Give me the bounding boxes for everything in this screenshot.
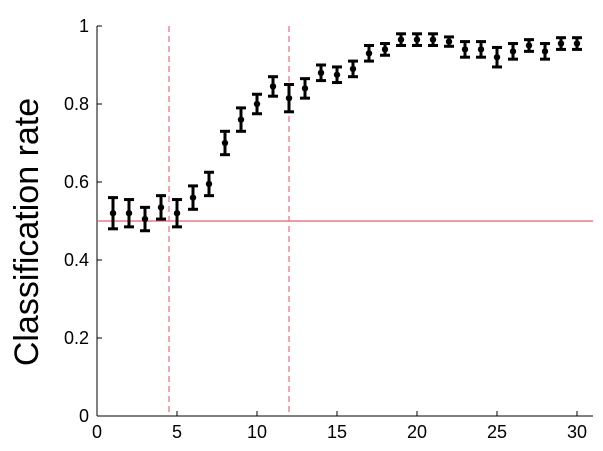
data-point <box>252 92 262 116</box>
data-point <box>236 106 246 133</box>
x-tick-label: 5 <box>172 422 182 442</box>
data-point <box>268 75 278 98</box>
point-marker <box>493 54 501 61</box>
y-tick-label: 0.4 <box>64 250 89 270</box>
data-point <box>572 36 582 51</box>
data-point <box>412 32 422 47</box>
data-point <box>556 36 566 51</box>
point-marker <box>157 204 165 211</box>
data-point <box>332 65 342 85</box>
point-marker <box>269 83 277 90</box>
x-tick-label: 15 <box>327 422 347 442</box>
data-point <box>460 40 470 59</box>
data-point <box>316 63 326 83</box>
point-marker <box>189 194 197 201</box>
point-marker <box>429 36 437 43</box>
data-point <box>444 35 454 48</box>
point-marker <box>109 210 117 217</box>
data-point <box>348 59 358 79</box>
y-tick-label: 0 <box>79 406 89 426</box>
point-marker <box>413 36 421 43</box>
data-point <box>508 42 518 61</box>
y-tick-label: 0.8 <box>64 94 89 114</box>
point-marker <box>397 36 405 43</box>
reference-lines <box>97 26 593 416</box>
data-point <box>284 83 294 114</box>
point-marker <box>557 40 565 47</box>
point-marker <box>365 50 373 57</box>
point-marker <box>381 46 389 53</box>
data-point <box>108 196 118 231</box>
point-marker <box>125 210 133 217</box>
point-marker <box>509 48 517 55</box>
data-point <box>396 32 406 47</box>
point-marker <box>461 46 469 53</box>
data-point <box>172 198 182 229</box>
point-marker <box>221 139 229 147</box>
x-tick-label: 20 <box>407 422 427 442</box>
data-point <box>300 77 310 100</box>
data-point <box>492 45 502 69</box>
x-tick-label: 10 <box>247 422 267 442</box>
data-point <box>364 44 374 63</box>
data-point <box>156 194 166 221</box>
tick-labels: 0 5 10 15 20 25 30 0 0.2 0.4 0.6 0.8 1 <box>64 16 587 442</box>
y-axis-label: Classification rate <box>8 98 46 366</box>
point-marker <box>253 100 261 108</box>
point-marker <box>333 71 341 78</box>
point-marker <box>173 210 181 217</box>
x-tick-label: 0 <box>92 422 102 442</box>
point-marker <box>141 215 149 223</box>
point-marker <box>477 46 485 53</box>
point-marker <box>445 38 453 45</box>
point-marker <box>525 42 533 49</box>
data-point <box>540 42 550 61</box>
point-marker <box>237 116 245 123</box>
y-tick-label: 0.6 <box>64 172 89 192</box>
point-marker <box>205 180 213 188</box>
data-point <box>140 205 150 233</box>
data-point <box>220 129 230 157</box>
data-point <box>188 184 198 211</box>
data-point <box>476 40 486 59</box>
point-marker <box>541 48 549 55</box>
data-point <box>124 198 134 229</box>
point-marker <box>285 94 293 102</box>
x-tick-label: 30 <box>567 422 587 442</box>
y-tick-label: 1 <box>79 16 89 36</box>
y-tick-label: 0.2 <box>64 328 89 348</box>
point-marker <box>349 65 357 73</box>
data-point <box>524 38 534 53</box>
point-marker <box>301 85 309 92</box>
data-point <box>380 42 390 57</box>
data-points <box>108 32 582 233</box>
x-tick-label: 25 <box>487 422 507 442</box>
data-point <box>204 170 214 198</box>
point-marker <box>573 40 581 47</box>
point-marker <box>317 69 325 77</box>
data-point <box>428 32 438 47</box>
